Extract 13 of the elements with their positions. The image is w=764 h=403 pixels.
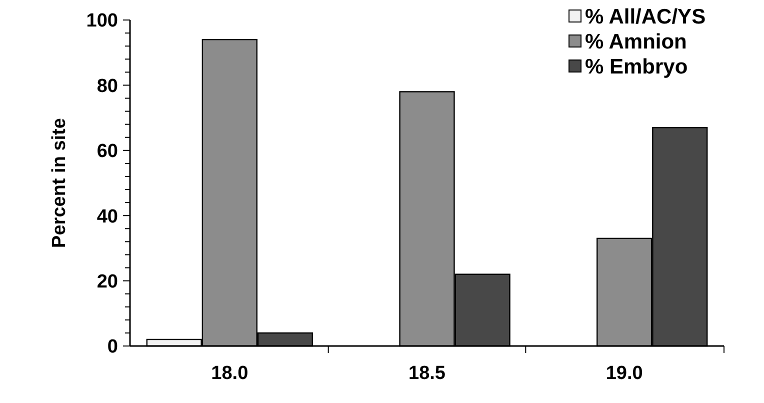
y-tick-label: 100 [86,10,118,32]
legend-label: % Embryo [585,55,688,78]
y-tick-label: 80 [96,76,118,97]
y-tick-label: 60 [96,141,118,162]
legend-label: % Amnion [585,30,687,54]
x-tick-label: 18.5 [408,363,446,384]
x-tick-label: 19.0 [606,363,643,384]
legend-label: % All/AC/YS [585,5,706,28]
y-axis-title: Percent in site [49,118,70,248]
x-tick-label: 18.0 [211,363,248,384]
y-tick-label: 40 [96,206,118,228]
y-tick-label: 20 [96,271,118,292]
y-tick-label: 0 [107,336,118,358]
